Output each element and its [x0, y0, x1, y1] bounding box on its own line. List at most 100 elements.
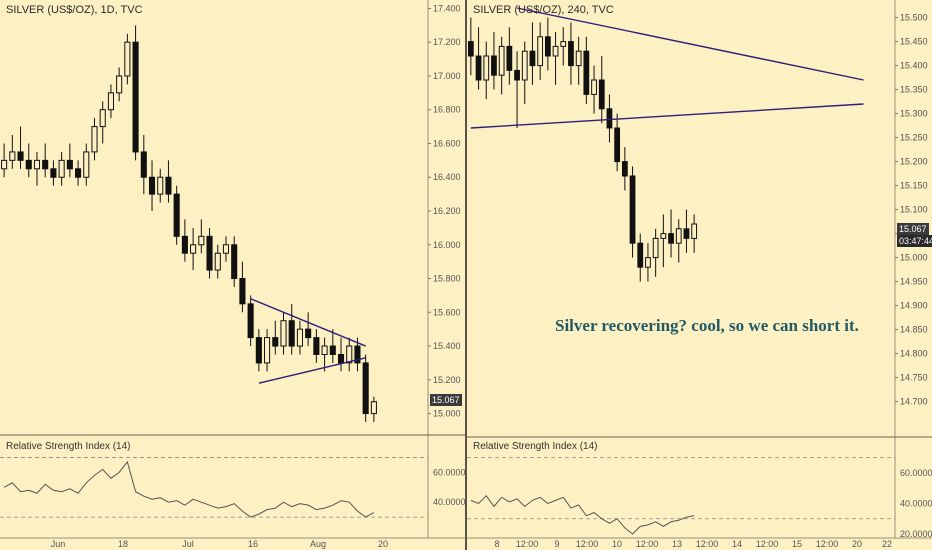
price-tick-label: 17.200	[433, 37, 461, 47]
price-tick-label: 14.950	[900, 277, 928, 287]
candle-down	[506, 45, 513, 71]
candle-up	[58, 159, 65, 178]
price-tick-label: 15.300	[900, 109, 928, 119]
candle-up	[124, 41, 131, 77]
candle-up	[652, 237, 659, 259]
time-tick-label: 20	[852, 539, 862, 549]
candle-up	[321, 345, 328, 355]
candle-down	[17, 151, 24, 161]
price-tick-label: 15.500	[900, 13, 928, 23]
candle-down	[231, 244, 238, 280]
intraday-chart-svg: 15.500 15.450 15.400 15.350 15.300 15.250 15.2…	[467, 0, 932, 549]
candle-up	[591, 79, 597, 95]
time-tick-label: Jul	[182, 539, 194, 549]
price-tick-label: 17.000	[433, 71, 461, 81]
price-tick-label: 15.350	[900, 85, 928, 95]
candle-down	[165, 176, 172, 195]
candle-up	[83, 151, 90, 178]
candle-down	[598, 79, 605, 110]
trendline	[516, 7, 864, 81]
candle-down	[354, 345, 361, 364]
time-tick-label: 8	[494, 539, 499, 549]
candle-down	[42, 159, 49, 170]
candle-up	[560, 41, 567, 47]
time-tick-label: Aug	[310, 539, 326, 549]
rsi-tick-label: 20.0000	[900, 529, 932, 539]
price-tick-label: 15.200	[433, 375, 461, 385]
candle-down	[362, 362, 369, 415]
daily-symbol-label: SILVER (US$/OZ), 1D, TVC	[6, 4, 143, 16]
trendline	[470, 103, 864, 129]
trendline	[250, 298, 366, 347]
candle-up	[296, 328, 303, 347]
intraday-symbol-label: SILVER (US$/OZ), 240, TVC	[473, 4, 614, 16]
price-tick-label: 15.000	[900, 253, 928, 263]
price-tick-label: 15.800	[433, 274, 461, 284]
candle-up	[190, 244, 197, 254]
price-tick-label: 15.400	[433, 341, 461, 351]
candle-down	[66, 159, 73, 170]
price-tick-label: 16.800	[433, 105, 461, 115]
candle-down	[148, 176, 156, 195]
candle-up	[575, 50, 582, 67]
candle-up	[99, 109, 106, 128]
candle-down	[140, 151, 147, 178]
candle-down	[544, 36, 551, 57]
candle-down	[475, 55, 482, 81]
price-tick-label: 14.850	[900, 325, 928, 335]
candle-up	[116, 75, 123, 94]
candle-down	[206, 235, 213, 271]
price-tick-label: 15.450	[900, 37, 928, 47]
daily-current-price-tag: 15.067	[430, 394, 462, 406]
time-tick-label: 20	[378, 539, 388, 549]
candle-up	[198, 235, 205, 246]
candle-down	[313, 337, 320, 355]
candle-up	[552, 45, 559, 57]
price-tick-label: 16.000	[433, 240, 461, 250]
candle-down	[583, 50, 590, 95]
candle-up	[660, 233, 667, 239]
candle-down	[305, 328, 312, 339]
candle-down	[173, 193, 180, 237]
candle-down	[247, 303, 254, 339]
time-tick-label: 22	[882, 539, 892, 549]
candle-down	[25, 159, 32, 170]
price-tick-label: 14.900	[900, 301, 928, 311]
time-tick-label: 12:00	[636, 539, 659, 549]
candle-up	[645, 257, 651, 268]
rsi-line	[470, 495, 695, 535]
price-tick-label: 16.600	[433, 138, 461, 148]
time-tick-label: 9	[554, 539, 559, 549]
time-tick-label: 12:00	[576, 539, 599, 549]
price-tick-label: 15.400	[900, 61, 928, 71]
rsi-tick-label: 60.0000	[900, 468, 932, 478]
intraday-chart-panel: 15.500 15.450 15.400 15.350 15.300 15.250 15.2…	[467, 0, 932, 550]
candle-up	[346, 345, 353, 364]
candle-up	[107, 92, 114, 111]
candle-down	[529, 50, 536, 67]
rsi-line	[3, 460, 375, 518]
time-tick-label: 12:00	[816, 539, 839, 549]
candle-down	[255, 337, 262, 364]
candle-down	[683, 228, 690, 239]
candle-down	[491, 55, 497, 76]
candle-down	[329, 345, 336, 355]
time-tick-label: 16	[248, 539, 258, 549]
candle-down	[288, 320, 295, 347]
candle-up	[264, 337, 271, 364]
price-tick-label: 15.000	[433, 409, 461, 419]
candle-down	[606, 108, 613, 129]
trendline	[258, 357, 366, 384]
price-tick-label: 17.400	[433, 3, 461, 13]
intraday-rsi-label: Relative Strength Index (14)	[473, 441, 598, 452]
panel-divider[interactable]	[465, 0, 467, 550]
time-tick-label: 12:00	[756, 539, 779, 549]
time-tick-label: 10	[612, 539, 622, 549]
candle-down	[272, 337, 279, 347]
time-tick-label: 13	[672, 539, 682, 549]
time-tick-label: Jun	[51, 539, 66, 549]
time-tick-label: 15	[792, 539, 802, 549]
price-tick-label: 14.750	[900, 373, 928, 383]
rsi-tick-label: 40.0000	[900, 498, 932, 508]
annotation-text: Silver recovering? cool, so we can short…	[555, 316, 859, 335]
